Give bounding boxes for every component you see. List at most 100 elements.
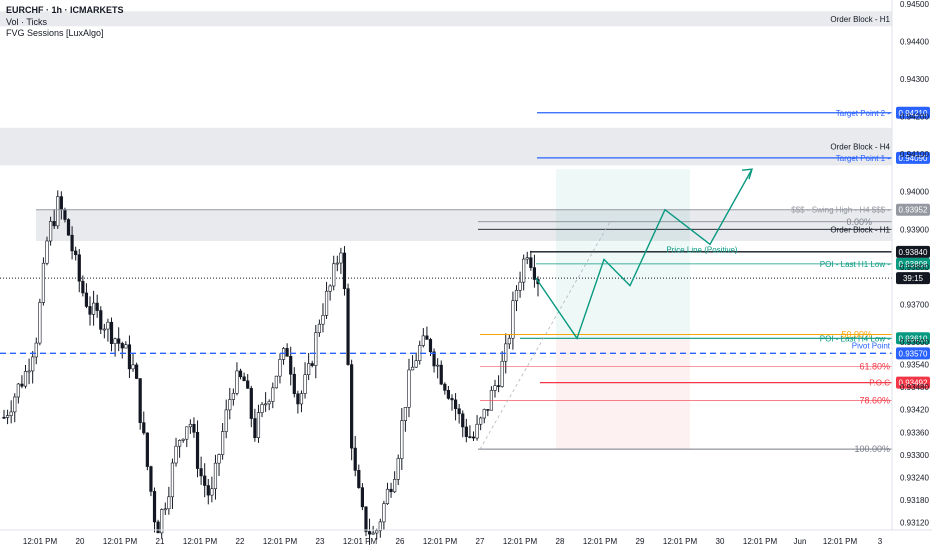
- candle[interactable]: [210, 488, 214, 496]
- candle[interactable]: [63, 209, 67, 220]
- order-block-label[interactable]: Order Block - H4: [830, 143, 890, 152]
- level-label[interactable]: POI - Last H1 Low -: [820, 260, 891, 269]
- candle[interactable]: [364, 506, 368, 532]
- candle[interactable]: [403, 406, 407, 421]
- candle[interactable]: [453, 399, 458, 409]
- candle[interactable]: [461, 413, 465, 428]
- candle[interactable]: [278, 359, 282, 377]
- candle[interactable]: [188, 423, 192, 428]
- price-tag[interactable]: [896, 332, 930, 345]
- candle[interactable]: [414, 360, 418, 368]
- level-label[interactable]: P.O.C: [869, 379, 890, 388]
- candle[interactable]: [74, 250, 78, 256]
- candle[interactable]: [253, 418, 257, 438]
- candle[interactable]: [396, 458, 400, 480]
- candle[interactable]: [486, 409, 490, 411]
- candle[interactable]: [428, 339, 433, 353]
- volume-indicator-label[interactable]: Vol · Ticks: [6, 17, 48, 27]
- candle[interactable]: [436, 364, 440, 367]
- candle[interactable]: [367, 531, 372, 535]
- candle[interactable]: [475, 423, 479, 439]
- candle[interactable]: [479, 417, 483, 425]
- candle[interactable]: [52, 221, 56, 227]
- candle[interactable]: [5, 415, 10, 418]
- candle[interactable]: [102, 328, 106, 331]
- candle[interactable]: [464, 426, 468, 437]
- candle[interactable]: [31, 356, 35, 372]
- candle[interactable]: [13, 396, 17, 413]
- candle[interactable]: [271, 387, 275, 402]
- price-tag[interactable]: [896, 245, 930, 258]
- price-tag[interactable]: [896, 151, 930, 164]
- candle[interactable]: [59, 196, 63, 210]
- candle[interactable]: [41, 262, 46, 303]
- candle[interactable]: [350, 364, 354, 449]
- candle[interactable]: [9, 411, 13, 416]
- candle[interactable]: [106, 321, 110, 330]
- candle[interactable]: [185, 426, 189, 440]
- candle[interactable]: [174, 445, 178, 464]
- candle[interactable]: [439, 364, 443, 385]
- candle[interactable]: [181, 438, 185, 441]
- candle[interactable]: [421, 335, 425, 346]
- candle[interactable]: [532, 267, 537, 280]
- candle[interactable]: [375, 530, 379, 534]
- candle[interactable]: [20, 383, 24, 387]
- candle[interactable]: [518, 281, 522, 291]
- candle[interactable]: [138, 378, 142, 423]
- level-label[interactable]: POI - Last H4 Low -: [820, 334, 891, 343]
- candle[interactable]: [16, 383, 20, 398]
- candle[interactable]: [500, 360, 504, 387]
- candle[interactable]: [385, 488, 390, 504]
- candle[interactable]: [389, 488, 393, 493]
- candle[interactable]: [156, 521, 160, 534]
- candle[interactable]: [242, 376, 246, 382]
- candle[interactable]: [260, 404, 264, 413]
- candle[interactable]: [131, 364, 135, 370]
- candle[interactable]: [217, 454, 221, 464]
- candle[interactable]: [117, 338, 121, 344]
- candle[interactable]: [81, 280, 85, 294]
- candle[interactable]: [77, 254, 81, 282]
- candle[interactable]: [382, 503, 386, 523]
- candle[interactable]: [45, 240, 49, 264]
- candle[interactable]: [99, 310, 103, 330]
- candle[interactable]: [514, 289, 519, 302]
- candle[interactable]: [410, 366, 415, 371]
- candle[interactable]: [496, 385, 501, 387]
- candle[interactable]: [457, 408, 461, 415]
- price-tag[interactable]: [896, 203, 930, 216]
- candle[interactable]: [450, 398, 454, 401]
- candle[interactable]: [378, 521, 382, 532]
- candle[interactable]: [493, 385, 497, 391]
- fvg-indicator-label[interactable]: FVG Sessions [LuxAlgo]: [6, 28, 104, 38]
- level-label[interactable]: 50.00%: [841, 330, 872, 340]
- level-label[interactable]: $$$ - Swing High - H4 $$$ -: [791, 206, 890, 215]
- level-label[interactable]: Target Point 2 -: [836, 109, 891, 118]
- candle[interactable]: [393, 479, 397, 493]
- level-label[interactable]: 78.60%: [859, 395, 890, 405]
- candle[interactable]: [145, 432, 149, 467]
- candle[interactable]: [160, 509, 164, 534]
- candle[interactable]: [231, 393, 235, 400]
- candle[interactable]: [264, 403, 268, 406]
- candle[interactable]: [48, 221, 53, 242]
- candle[interactable]: [400, 420, 404, 459]
- candle[interactable]: [522, 258, 526, 283]
- candle[interactable]: [120, 343, 124, 349]
- candle[interactable]: [142, 422, 146, 434]
- candle[interactable]: [213, 462, 218, 490]
- candle[interactable]: [292, 373, 296, 395]
- candle[interactable]: [357, 470, 361, 488]
- candle[interactable]: [371, 532, 375, 535]
- candle[interactable]: [321, 315, 325, 325]
- candle[interactable]: [84, 292, 89, 307]
- candle[interactable]: [468, 436, 472, 438]
- projection-path[interactable]: [535, 168, 753, 340]
- candle[interactable]: [235, 370, 239, 394]
- candle[interactable]: [170, 462, 175, 498]
- price-tag[interactable]: [896, 257, 930, 270]
- candle[interactable]: [34, 342, 38, 358]
- candle[interactable]: [310, 363, 314, 366]
